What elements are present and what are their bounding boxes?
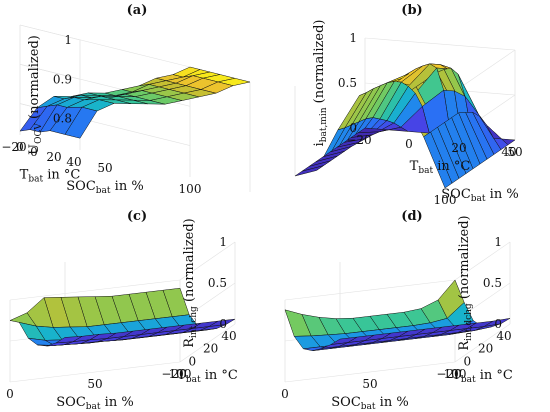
y-tick-label: 40: [66, 155, 81, 169]
y-tick-label: 20: [451, 141, 466, 155]
surface-c: [9, 287, 236, 347]
x-tick-label: 50: [362, 377, 377, 391]
surface-cell: [321, 342, 348, 349]
x-tick-label: 0: [6, 387, 14, 401]
z-tick-label: 1: [494, 235, 502, 249]
x-tick-label: 0: [281, 387, 289, 401]
y-tick-label: 0: [30, 145, 38, 159]
x-tick-label: 100: [444, 367, 467, 381]
z-axis-label: UOCV (normalized): [27, 35, 44, 155]
panel-a: 0 50 100 40 20 0 −20 0.8 0.9 1 (a) UOCV (normalized…: [0, 0, 275, 206]
z-tick-label: 0.8: [53, 112, 72, 126]
z-tick-label: 0: [349, 121, 357, 135]
panel-d: 100 50 0 40 20 0 −20 0 0.5 1 (d) Rint,dchg (normali…: [275, 206, 550, 412]
y-tick-label: 40: [496, 329, 511, 343]
y-axis-label: Tbat in °C: [20, 168, 81, 185]
x-tick-label: 100: [169, 367, 192, 381]
z-tick-label: 0.9: [53, 72, 72, 86]
y-tick-label: −20: [436, 367, 461, 381]
panel-title: (c): [127, 209, 147, 224]
surface-b: [294, 63, 516, 189]
surface-cell: [46, 341, 73, 347]
x-tick-label: 100: [179, 182, 202, 196]
surface-cell: [486, 124, 516, 146]
x-tick-label: 50: [507, 145, 522, 159]
z-axis-label: Rint,chg (normalized): [182, 218, 199, 348]
x-axis-label: SOCbat in %: [331, 395, 408, 412]
panel-title: (a): [127, 3, 148, 18]
y-tick-label: 40: [221, 329, 236, 343]
z-tick-label: 1: [219, 235, 227, 249]
panel-title: (b): [401, 3, 422, 18]
z-tick-label: 1: [64, 33, 72, 47]
y-axis-label: Tbat in °C: [452, 368, 513, 385]
x-tick-label: 100: [434, 193, 457, 207]
x-axis-label: SOCbat in %: [66, 179, 143, 196]
surface-d: [284, 279, 511, 351]
z-axis-label: Rint,dchg (normalized): [457, 215, 474, 350]
y-tick-label: 20: [203, 342, 218, 356]
y-tick-label: −20: [1, 140, 26, 154]
surface-a: [19, 66, 251, 139]
z-tick-label: 1: [349, 31, 357, 45]
x-tick-label: 0: [16, 140, 24, 154]
z-tick-label: 0.5: [338, 76, 357, 90]
y-tick-label: −20: [346, 133, 371, 147]
axes-box-d: [284, 241, 511, 383]
x-tick-label: 50: [97, 161, 112, 175]
surface-cell: [64, 106, 98, 139]
surface-cell: [19, 105, 48, 132]
y-tick-label: −20: [161, 367, 186, 381]
x-axis-label: SOCbat in %: [56, 395, 133, 412]
y-axis-label: Tbat in °C: [177, 368, 238, 385]
panel-b: 50 100 −20 0 20 40 0 0.5 1 (b) ibat,min (normalize…: [275, 0, 550, 207]
z-tick-label: 0.5: [208, 276, 227, 290]
panel-title: (d): [401, 209, 422, 224]
y-tick-label: 0: [464, 354, 472, 368]
z-tick-label: 0: [494, 317, 502, 331]
y-tick-label: 20: [46, 150, 61, 164]
z-axis-label: ibat,min (normalized): [312, 20, 329, 147]
y-tick-label: 0: [405, 137, 413, 151]
y-tick-label: 40: [501, 145, 516, 159]
z-tick-label: 0: [219, 317, 227, 331]
panel-c: 100 50 0 40 20 0 −20 0 0.5 1 (c) Rint,chg (normaliz…: [0, 206, 275, 412]
surface-cell: [423, 131, 453, 189]
x-tick-label: 50: [87, 377, 102, 391]
z-tick-label: 0.5: [483, 276, 502, 290]
y-tick-label: 0: [189, 354, 197, 368]
y-tick-label: 20: [478, 342, 493, 356]
surface-cell: [294, 165, 324, 177]
x-axis-label: SOCbat in %: [441, 187, 518, 204]
y-axis-label: Tbat in °C: [410, 159, 471, 176]
